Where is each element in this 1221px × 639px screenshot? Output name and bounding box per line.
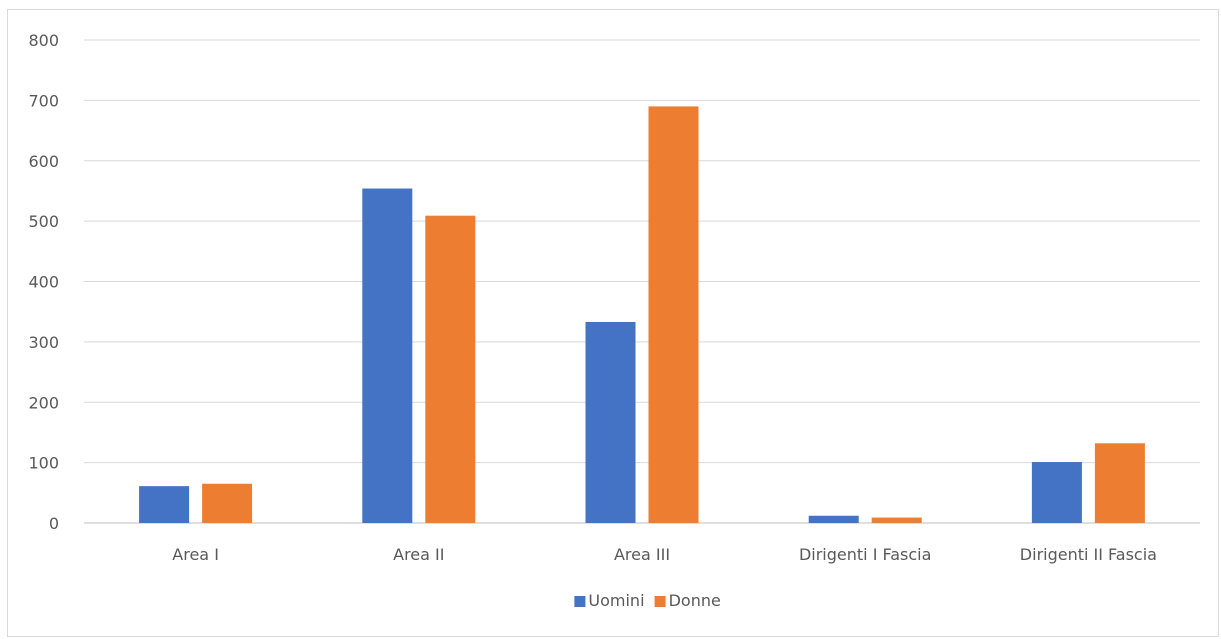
- x-tick-label: Area II: [393, 545, 444, 564]
- y-tick-label: 200: [28, 393, 59, 412]
- bar-uomini-0: [139, 486, 190, 523]
- x-tick-label: Dirigenti II Fascia: [1020, 545, 1157, 564]
- x-tick-label: Area III: [614, 545, 670, 564]
- y-tick-label: 100: [28, 454, 59, 473]
- bar-donne-2: [648, 106, 699, 523]
- legend-label-uomini: Uomini: [588, 591, 644, 610]
- legend-label-donne: Donne: [669, 591, 721, 610]
- bar-donne-4: [1094, 443, 1145, 523]
- legend-swatch-uomini: [574, 596, 586, 607]
- x-axis-tick-labels: Area I Area II Area III Dirigenti I Fascia D…: [172, 545, 1157, 564]
- y-tick-label: 400: [28, 273, 59, 292]
- bar-donne-0: [202, 483, 253, 523]
- y-tick-label: 0: [49, 514, 59, 533]
- y-axis-tick-labels: 0 100 200 300 400 500 600 700 800: [28, 31, 59, 533]
- y-tick-label: 600: [28, 152, 59, 171]
- x-tick-label: Dirigenti I Fascia: [799, 545, 931, 564]
- y-tick-label: 300: [28, 333, 59, 352]
- gridlines: [84, 39, 1200, 524]
- y-tick-label: 700: [28, 91, 59, 110]
- bars: [139, 106, 1145, 523]
- bar-uomini-3: [808, 515, 859, 523]
- x-tick-label: Area I: [172, 545, 219, 564]
- bar-uomini-4: [1031, 462, 1082, 523]
- bar-donne-1: [425, 215, 476, 523]
- legend-swatch-donne: [654, 596, 666, 607]
- bar-uomini-1: [362, 188, 413, 523]
- legend: Uomini Donne: [574, 591, 721, 610]
- bar-uomini-2: [585, 321, 636, 523]
- y-tick-label: 800: [28, 31, 59, 50]
- y-tick-label: 500: [28, 212, 59, 231]
- bar-donne-3: [871, 517, 922, 523]
